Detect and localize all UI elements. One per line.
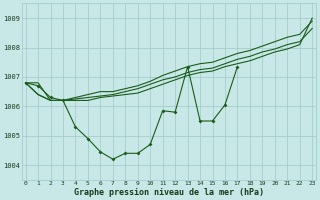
X-axis label: Graphe pression niveau de la mer (hPa): Graphe pression niveau de la mer (hPa)	[74, 188, 264, 197]
